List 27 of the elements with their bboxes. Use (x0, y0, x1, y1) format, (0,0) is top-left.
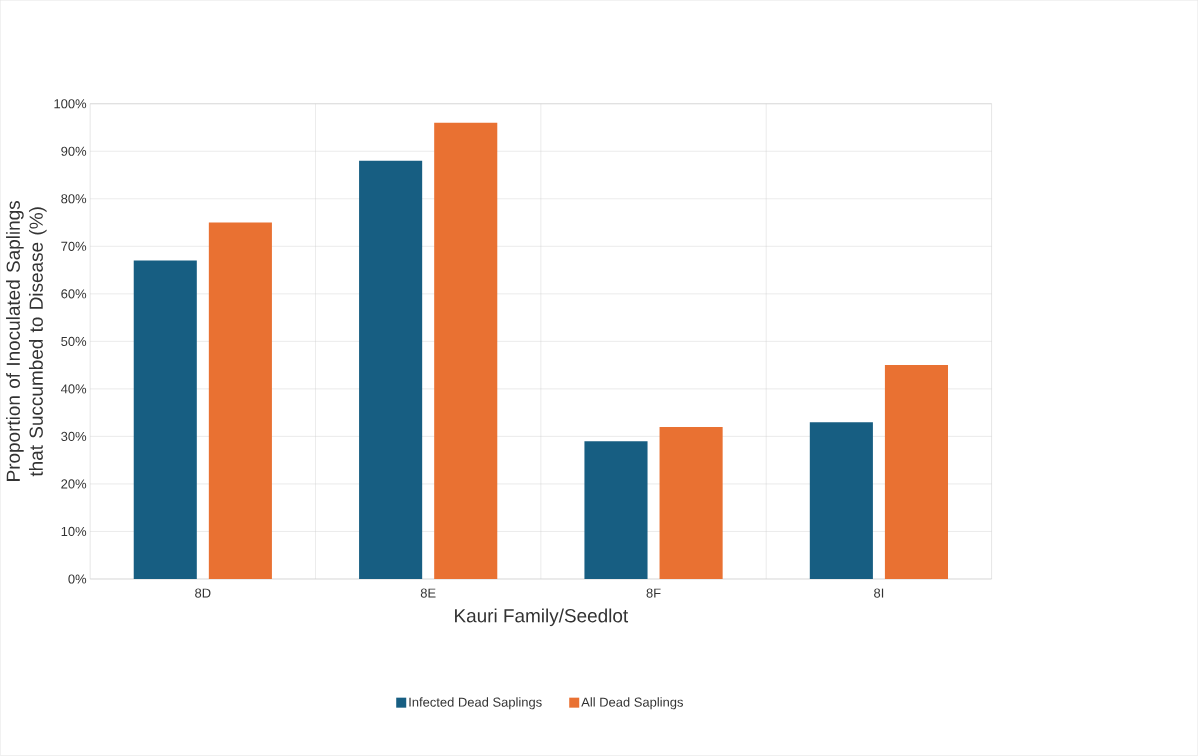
y-tick-label: 10% (61, 526, 87, 537)
x-tick-label: 8I (874, 588, 884, 598)
y-tick-label: 60% (61, 289, 87, 299)
bar (133, 260, 197, 580)
bar (809, 422, 873, 580)
y-tick-label: 0% (68, 574, 87, 584)
bar (659, 427, 723, 580)
x-tick-label: 8F (646, 588, 661, 598)
y-tick-label: 90% (61, 146, 87, 156)
y-tick-label: 40% (60, 384, 87, 394)
y-tick-label: 30% (61, 431, 87, 442)
y-tick-label: 20% (61, 479, 87, 489)
bar (884, 365, 949, 580)
y-tick-label: 70% (61, 241, 87, 251)
y-tick-label: 80% (61, 194, 87, 204)
x-tick-label: 8D (195, 588, 211, 598)
bar (584, 441, 648, 580)
legend-label: Infected Dead Saplings (409, 697, 542, 710)
bar (434, 122, 498, 580)
y-tick-label: 100% (54, 99, 87, 109)
y-axis-title: Proportion of Inoculated Saplings that Succumbed to Disease (%) (6, 201, 47, 481)
bar (208, 222, 272, 580)
legend-label: All Dead Saplings (581, 697, 684, 710)
x-tick-label: 8E (420, 588, 436, 598)
x-axis-title: Kauri Family/Seedlot (455, 608, 629, 627)
y-tick-label: 50% (61, 336, 87, 347)
bar (359, 160, 423, 580)
